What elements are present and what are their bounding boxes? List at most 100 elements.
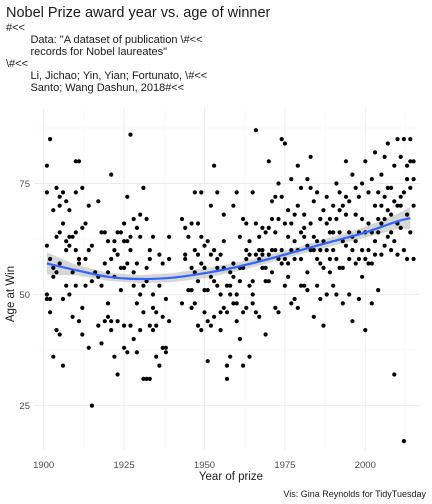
y-axis-title: Age at Win	[5, 266, 17, 322]
data-point	[379, 252, 384, 257]
data-point	[147, 256, 152, 262]
data-point	[343, 159, 349, 164]
data-point	[289, 221, 294, 226]
data-point	[80, 332, 85, 337]
data-point	[269, 199, 275, 204]
data-point	[160, 345, 165, 350]
data-point	[141, 310, 146, 315]
data-point	[253, 221, 258, 226]
data-point	[195, 279, 201, 284]
data-point	[73, 230, 78, 235]
data-point	[157, 363, 162, 368]
data-point	[337, 190, 342, 195]
data-point	[311, 248, 316, 253]
data-point	[212, 248, 217, 253]
data-point	[167, 256, 172, 262]
data-point	[372, 239, 378, 244]
data-point	[327, 216, 332, 222]
data-point	[54, 270, 59, 275]
data-point	[44, 296, 50, 302]
data-point	[234, 292, 239, 297]
data-point	[286, 261, 291, 266]
data-point	[54, 185, 59, 190]
data-point	[276, 181, 281, 186]
data-point	[401, 248, 406, 253]
data-point	[86, 345, 91, 350]
data-point	[67, 243, 72, 248]
data-point	[398, 203, 403, 208]
data-point	[389, 212, 394, 217]
data-point	[54, 328, 59, 333]
data-point	[353, 185, 358, 190]
data-point	[83, 221, 88, 226]
data-point	[199, 328, 204, 333]
x-tick-label: 1975	[274, 460, 295, 471]
data-point	[205, 239, 210, 244]
data-point	[289, 177, 294, 182]
data-point	[411, 177, 416, 182]
data-point	[321, 323, 326, 328]
data-point	[160, 261, 165, 266]
data-point	[218, 292, 223, 297]
data-point	[298, 230, 304, 235]
data-point	[376, 190, 381, 195]
data-point	[244, 256, 249, 262]
data-point	[273, 230, 278, 235]
data-point	[195, 252, 201, 257]
data-point	[324, 221, 329, 226]
data-point	[353, 239, 358, 244]
data-point	[273, 194, 278, 199]
data-point	[308, 154, 313, 159]
data-point	[405, 212, 410, 217]
data-point	[408, 159, 413, 164]
data-point	[398, 154, 403, 159]
data-point	[340, 301, 345, 306]
data-point	[282, 141, 287, 146]
data-point	[147, 376, 152, 381]
data-point	[247, 354, 252, 359]
data-point	[128, 234, 133, 239]
data-point	[398, 194, 403, 199]
data-point	[122, 265, 127, 270]
data-point	[305, 270, 310, 275]
data-point	[347, 230, 352, 235]
data-point	[337, 265, 342, 270]
data-point	[405, 177, 410, 182]
data-point	[138, 234, 143, 239]
data-point	[44, 163, 50, 168]
data-point	[215, 256, 220, 262]
data-point	[208, 203, 213, 208]
data-point	[308, 248, 313, 253]
data-point	[76, 159, 82, 164]
data-point	[89, 243, 94, 248]
data-point	[73, 159, 78, 164]
data-point	[48, 256, 53, 262]
data-point	[147, 248, 152, 253]
y-tick-label: 75	[19, 179, 30, 190]
data-point	[109, 256, 114, 262]
data-point	[302, 283, 307, 288]
x-axis-ticks: 1900 1925 1950 1975 2000	[33, 460, 376, 471]
data-point	[189, 265, 194, 270]
data-point	[298, 185, 304, 190]
data-point	[192, 270, 197, 275]
data-point	[105, 239, 111, 244]
data-point	[144, 216, 149, 222]
data-point	[115, 252, 120, 257]
data-point	[228, 270, 233, 275]
data-point	[334, 256, 339, 262]
data-point	[269, 216, 275, 222]
data-point	[247, 252, 252, 257]
data-point	[363, 159, 368, 164]
data-point	[89, 279, 94, 284]
data-point	[331, 283, 336, 288]
data-point	[86, 203, 91, 208]
data-point	[343, 212, 349, 217]
data-point	[138, 212, 143, 217]
data-point	[382, 194, 387, 199]
data-point	[70, 314, 75, 319]
data-point	[83, 256, 88, 262]
data-point	[128, 323, 133, 328]
data-point	[160, 314, 165, 319]
data-point	[157, 283, 162, 288]
